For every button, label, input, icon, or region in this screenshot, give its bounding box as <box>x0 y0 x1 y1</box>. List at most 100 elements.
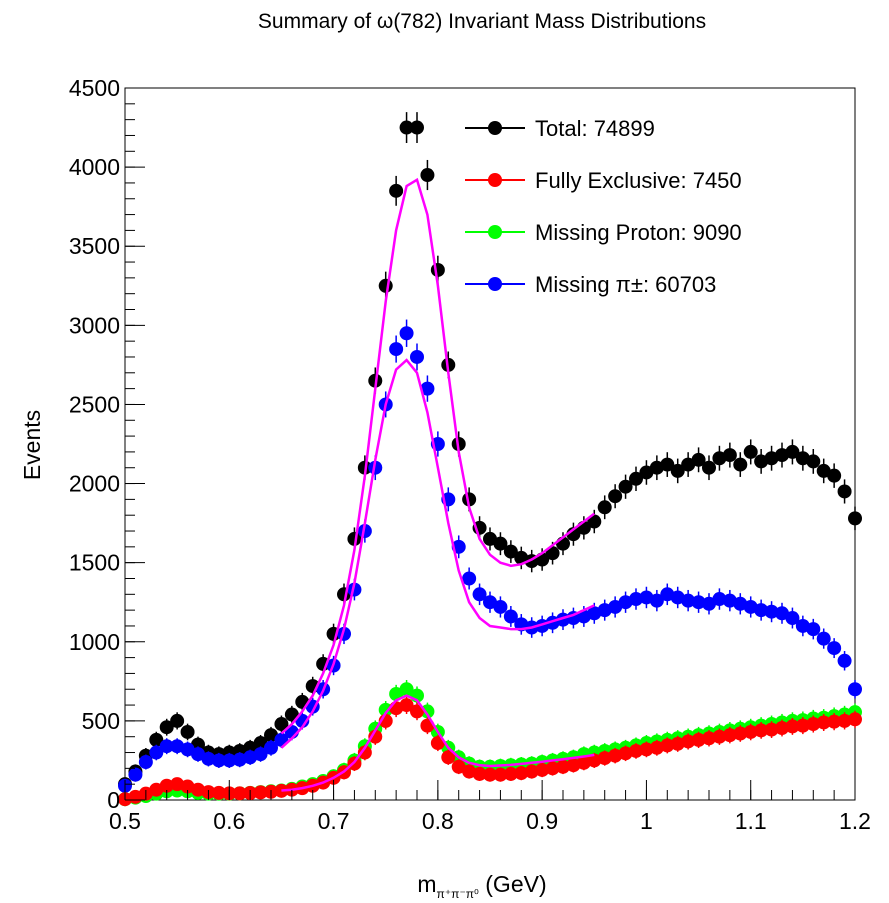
y-tick-label: 4500 <box>69 75 120 101</box>
data-point <box>848 682 862 697</box>
data-point <box>597 751 612 766</box>
data-point <box>597 500 612 515</box>
data-point <box>483 767 497 782</box>
data-point <box>451 759 466 774</box>
series-1 <box>118 319 862 793</box>
data-point <box>545 761 560 776</box>
data-point <box>754 603 769 618</box>
data-point <box>201 751 216 766</box>
data-point <box>399 120 414 135</box>
data-point <box>389 183 404 198</box>
data-point <box>764 604 779 619</box>
data-point <box>639 465 654 480</box>
data-point <box>399 698 414 713</box>
legend-label: Missing π±: 60703 <box>535 272 716 297</box>
data-point <box>816 715 831 730</box>
data-point <box>222 753 237 768</box>
data-point <box>357 524 372 539</box>
data-point <box>472 766 487 781</box>
data-point <box>816 463 831 478</box>
axis-layer: 0.5 0.6 0.7 0.8 0.9 1 1.1 1.2 0 500 1000 1500 2000 25… <box>69 75 871 834</box>
data-point <box>743 724 758 739</box>
data-point <box>712 592 727 607</box>
data-point <box>670 736 685 751</box>
x-axis-label-main: m <box>417 871 436 897</box>
data-point <box>785 611 800 626</box>
data-point <box>691 732 706 747</box>
data-point <box>733 457 748 472</box>
data-point <box>159 739 174 754</box>
data-point <box>483 595 497 610</box>
data-point <box>378 702 393 717</box>
data-point <box>691 595 706 610</box>
data-point <box>253 785 268 800</box>
data-point <box>211 753 226 768</box>
data-point <box>848 712 862 727</box>
data-point <box>754 723 769 738</box>
x-axis-label: mπ⁺π⁻π⁰ (GeV) <box>417 871 546 901</box>
data-point <box>764 722 779 737</box>
data-point <box>629 592 643 607</box>
data-point <box>503 544 518 559</box>
data-point <box>149 745 164 760</box>
data-point <box>848 511 862 526</box>
data-point <box>389 342 404 357</box>
data-point <box>493 767 508 782</box>
data-point <box>149 732 164 747</box>
x-tick-label: 0.8 <box>422 808 454 834</box>
data-point <box>660 457 675 472</box>
y-tick-label: 500 <box>82 708 120 734</box>
data-point <box>827 468 842 483</box>
y-tick-label: 3000 <box>69 312 120 338</box>
data-point <box>503 609 518 624</box>
data-point <box>827 641 842 656</box>
plot-area: 0.5 0.6 0.7 0.8 0.9 1 1.1 1.2 0 500 1000 1500 2000 25… <box>69 75 871 834</box>
y-tick-label: 1500 <box>69 550 120 576</box>
data-point <box>493 536 508 551</box>
data-point <box>264 740 278 755</box>
data-point <box>191 782 205 797</box>
x-tick-label: 1 <box>640 808 653 834</box>
data-point <box>138 755 153 770</box>
x-tick-label: 1.1 <box>735 808 767 834</box>
y-tick-label: 1000 <box>69 629 120 655</box>
plot-frame <box>124 87 856 801</box>
data-point <box>368 460 383 475</box>
legend-entry-3: Missing π±: 60703 <box>465 272 716 297</box>
y-tick-label: 4000 <box>69 154 120 180</box>
data-point <box>462 764 477 779</box>
data-point <box>837 713 852 728</box>
data-point <box>608 599 623 614</box>
fit-curve-1 <box>280 358 595 749</box>
data-point <box>608 489 623 504</box>
data-point <box>775 606 789 621</box>
data-point <box>441 750 456 765</box>
data-point <box>368 729 383 744</box>
data-point <box>576 755 591 770</box>
data-point <box>514 766 529 781</box>
x-tick-label: 0.9 <box>526 808 558 834</box>
data-point <box>462 492 477 507</box>
data-point <box>587 514 602 529</box>
data-point <box>253 747 268 762</box>
data-point <box>702 731 716 746</box>
legend-label: Total: 74899 <box>535 116 655 141</box>
data-point <box>827 714 842 729</box>
data-point <box>159 778 174 793</box>
data-point <box>587 753 602 768</box>
data-point <box>191 747 205 762</box>
y-tick-label: 2500 <box>69 391 120 417</box>
data-point <box>524 764 539 779</box>
data-point <box>837 653 852 668</box>
data-point <box>399 326 414 341</box>
data-point <box>378 278 393 293</box>
data-point <box>618 479 633 494</box>
data-point <box>837 484 852 499</box>
data-point <box>691 452 706 467</box>
data-point <box>128 767 143 782</box>
data-point <box>660 738 675 753</box>
data-point <box>785 444 800 459</box>
data-point <box>232 752 247 767</box>
data-point <box>253 736 268 751</box>
data-point <box>180 724 195 739</box>
